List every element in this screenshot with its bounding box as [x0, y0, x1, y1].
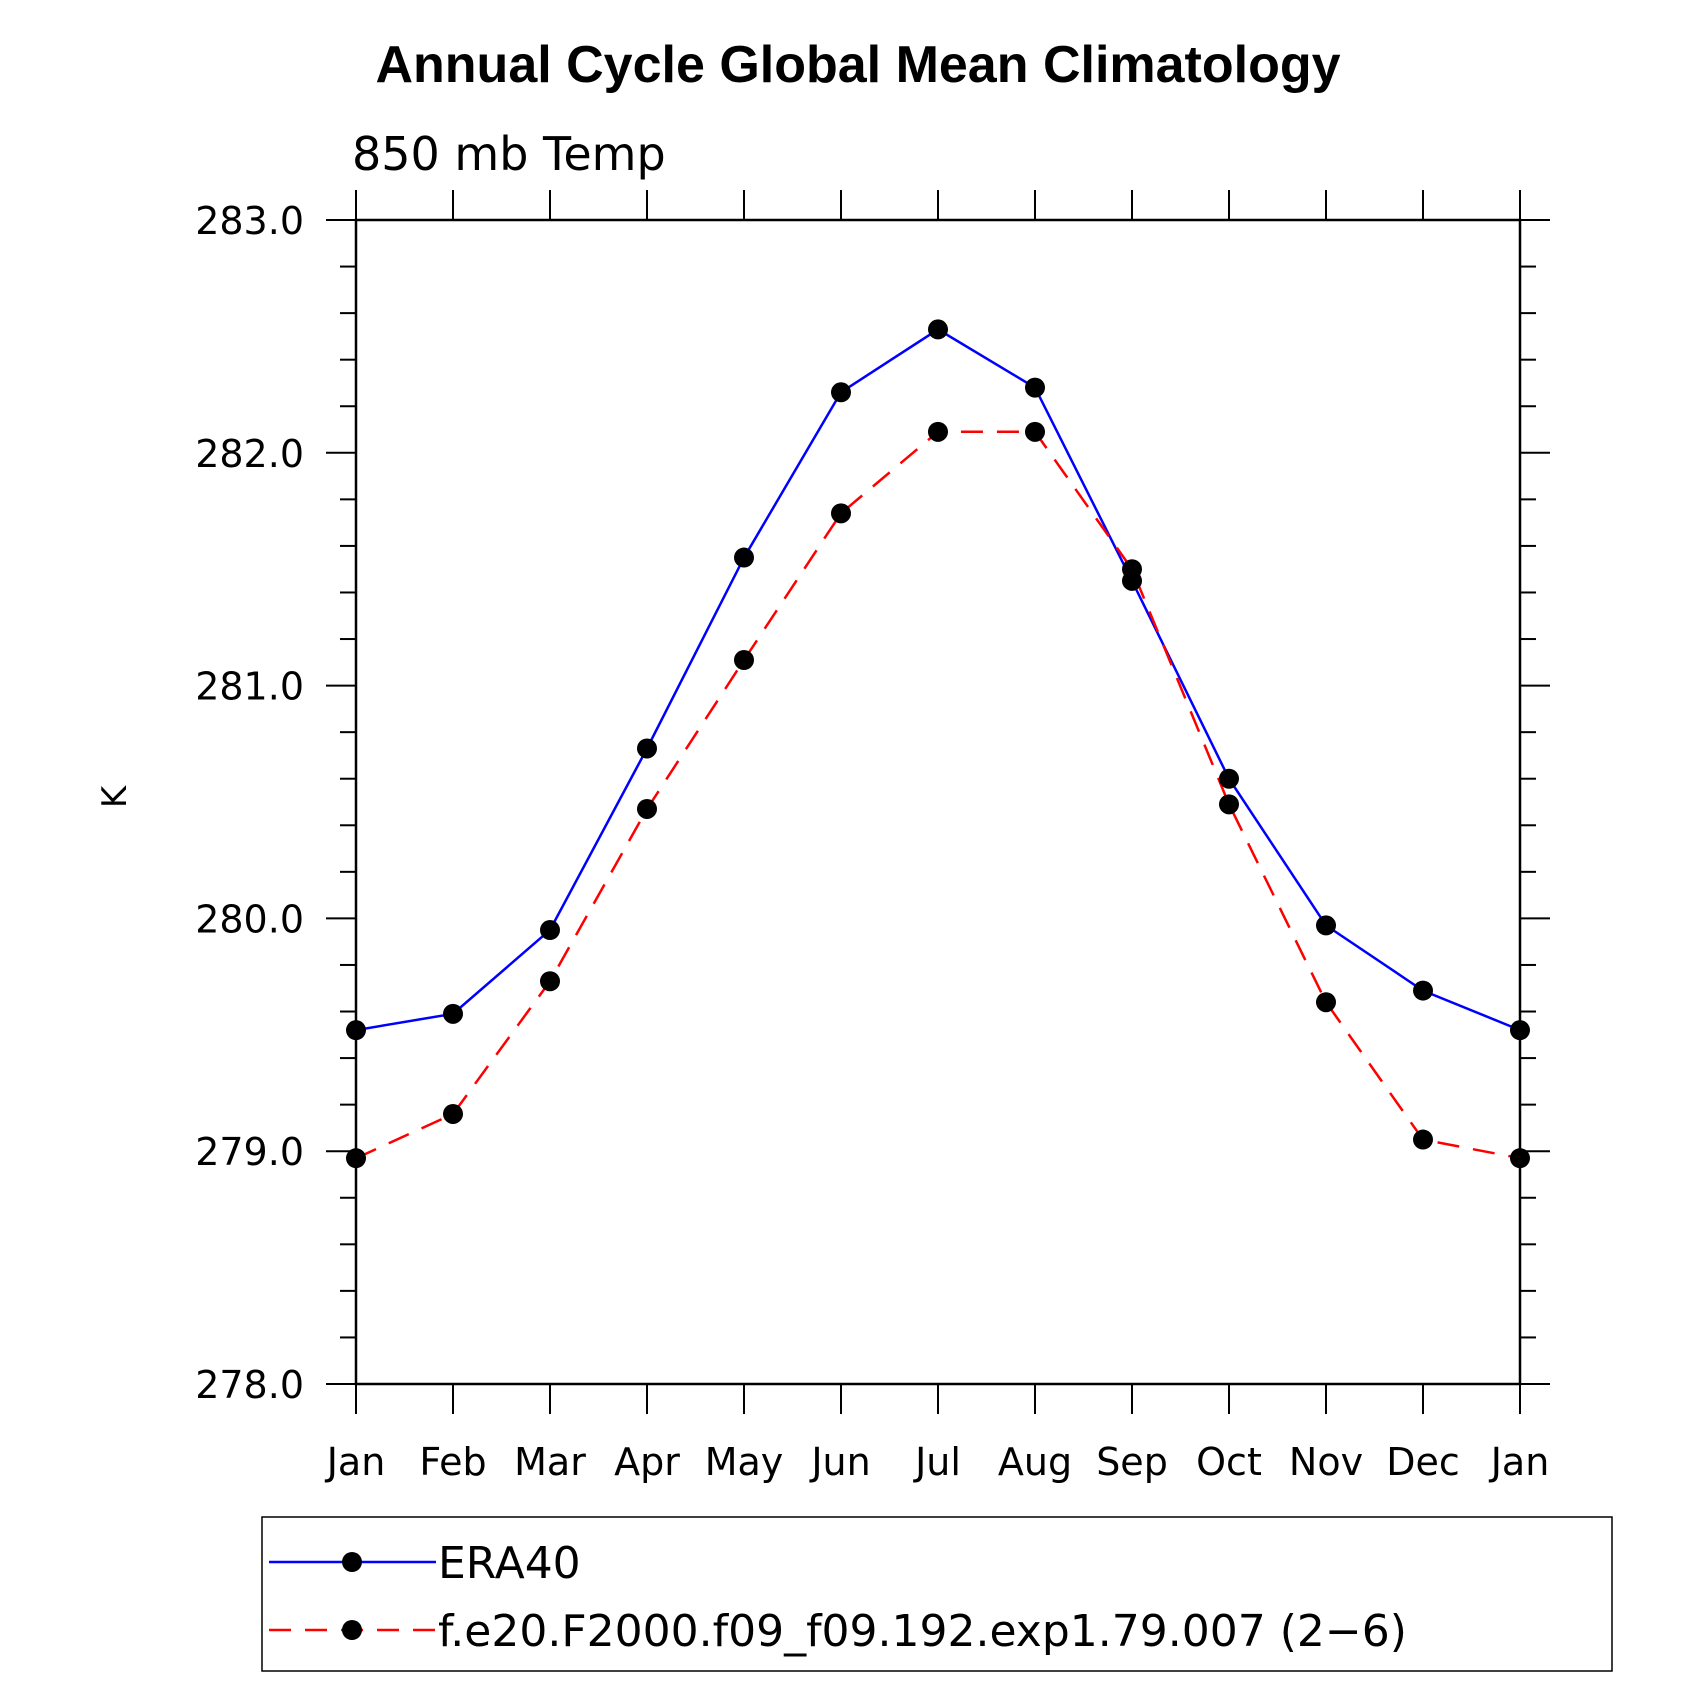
series-0-point — [1025, 377, 1045, 398]
y-tick-label: 279.0 — [195, 1130, 304, 1174]
legend-label-era40: ERA40 — [438, 1538, 581, 1589]
series-0-point — [540, 920, 560, 941]
x-tick-label: Apr — [614, 1440, 680, 1484]
x-tick-label: Jan — [325, 1440, 386, 1484]
legend-marker-era40 — [342, 1552, 362, 1572]
x-tick-label: Oct — [1196, 1440, 1262, 1484]
series-line-1 — [355, 430, 1521, 1160]
series-0-point — [1219, 768, 1239, 789]
legend-marker-model — [342, 1620, 362, 1640]
x-tick-label: Jan — [1489, 1440, 1550, 1484]
x-tick-label: Dec — [1386, 1440, 1460, 1484]
series-1-point — [1316, 992, 1336, 1013]
series-0-point — [1316, 915, 1336, 936]
series-1-point — [1025, 421, 1045, 442]
series-1-point — [734, 649, 754, 670]
legend-box — [261, 1516, 1613, 1672]
series-0-point — [637, 738, 657, 759]
series-1-point — [1122, 559, 1142, 580]
plot-frame — [354, 218, 1522, 1386]
series-0-point — [443, 1003, 463, 1024]
x-axis-ticks: Jan Feb Mar Apr May Jun Jul Aug Sep Oct Nov Dec Jan — [325, 190, 1550, 1484]
series-0-point — [346, 1020, 366, 1041]
legend-label-model: f.e20.F2000.f09_f09.192.exp1.79.007 (2−6… — [438, 1606, 1407, 1657]
series-1-point — [540, 971, 560, 992]
series-1-point — [1413, 1129, 1433, 1150]
x-tick-label: Nov — [1289, 1440, 1363, 1484]
series-1-point — [1510, 1148, 1530, 1169]
y-tick-label: 280.0 — [195, 897, 304, 941]
series-0-point — [831, 382, 851, 403]
y-axis-ticks: 278.0 279.0 280.0 281.0 282.0 283.0 — [195, 199, 1550, 1407]
series-1-point — [1219, 794, 1239, 815]
y-tick-label: 278.0 — [195, 1363, 304, 1407]
y-tick-label: 281.0 — [195, 665, 304, 709]
x-tick-label: Sep — [1096, 1440, 1168, 1484]
y-axis-label: K — [95, 784, 135, 808]
chart-title: Annual Cycle Global Mean Climatology — [375, 36, 1340, 94]
x-tick-label: Mar — [514, 1440, 586, 1484]
series-1-point — [443, 1103, 463, 1124]
y-tick-label: 282.0 — [195, 432, 304, 476]
series-1-point — [637, 798, 657, 819]
legend: ERA40 f.e20.F2000.f09_f09.192.exp1.79.00… — [261, 1516, 1613, 1672]
chart-subtitle: 850 mb Temp — [352, 127, 666, 181]
series-1-point — [928, 421, 948, 442]
x-tick-label: Feb — [419, 1440, 486, 1484]
series-0-point — [734, 547, 754, 568]
x-tick-label: Aug — [998, 1440, 1072, 1484]
series-0-point — [1510, 1020, 1530, 1041]
y-tick-label: 283.0 — [195, 199, 304, 243]
x-tick-label: Jul — [913, 1440, 961, 1484]
x-tick-label: May — [705, 1440, 784, 1484]
series-0-point — [928, 319, 948, 340]
series-1-point — [346, 1148, 366, 1169]
x-tick-label: Jun — [809, 1440, 870, 1484]
series-1-point — [831, 503, 851, 524]
series-0-point — [1413, 980, 1433, 1001]
series-layer — [346, 319, 1530, 1169]
